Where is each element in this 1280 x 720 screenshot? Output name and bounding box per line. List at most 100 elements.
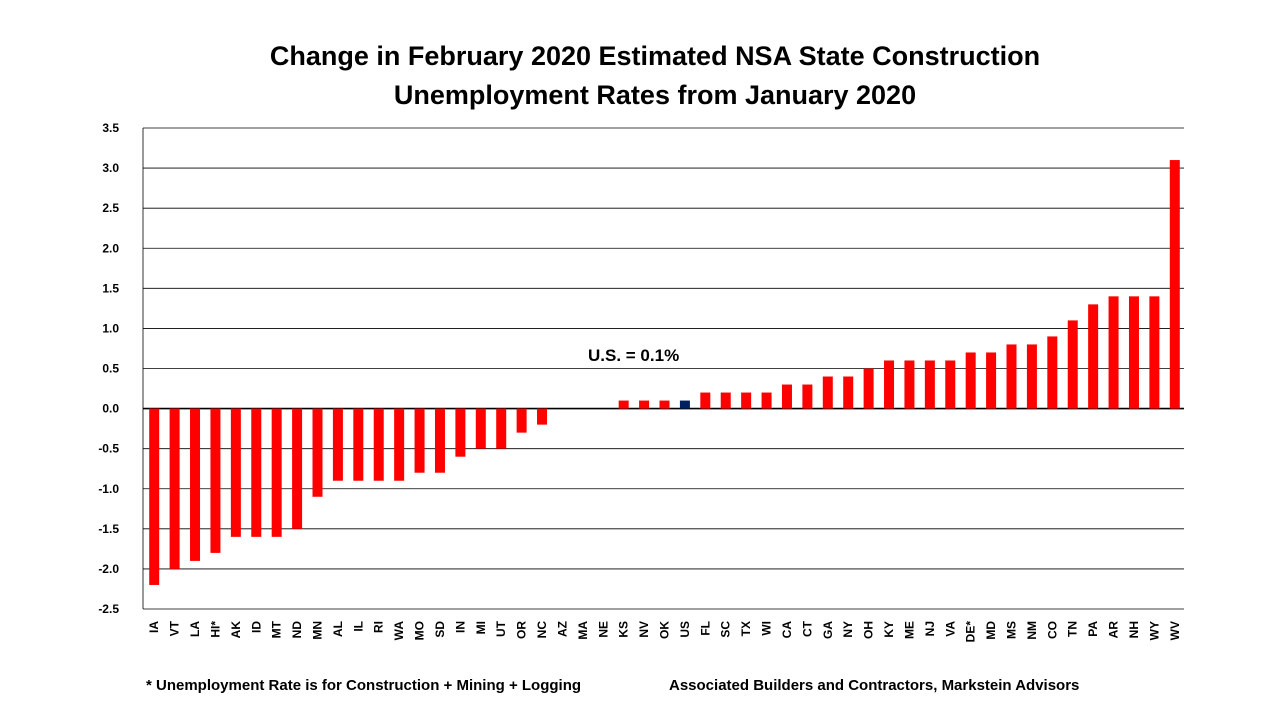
bar-wv <box>1169 160 1180 409</box>
bar-al <box>332 408 343 481</box>
bar-mt <box>271 408 282 537</box>
x-tick-label: CA <box>780 621 794 639</box>
x-tick-label: WI <box>760 621 774 636</box>
bar-wa <box>394 408 405 481</box>
bar-fl <box>700 392 711 409</box>
y-tick-label: 3.5 <box>102 121 119 135</box>
x-tick-label: ID <box>249 621 263 633</box>
bar-or <box>516 408 527 433</box>
x-tick-label: KY <box>882 621 896 638</box>
y-tick-label: -2.0 <box>98 562 119 576</box>
x-tick-label: OR <box>515 621 529 639</box>
bar-sd <box>434 408 445 473</box>
bar-ga <box>822 376 833 409</box>
source-note: Associated Builders and Contractors, Mar… <box>669 677 1079 694</box>
x-tick-label: MI <box>474 621 488 634</box>
x-tick-label: SD <box>433 621 447 638</box>
bar-ca <box>781 384 792 409</box>
y-tick-label: 0.5 <box>102 362 119 376</box>
x-tick-label: CT <box>800 620 814 637</box>
bar-ms <box>1006 344 1017 409</box>
x-tick-label: NE <box>596 621 610 638</box>
chart-title-line-2: Unemployment Rates from January 2020 <box>394 80 916 110</box>
bar-us <box>679 400 690 409</box>
y-tick-label: -1.0 <box>98 482 119 496</box>
y-tick-label: 0.0 <box>102 402 119 416</box>
y-tick-label: 2.0 <box>102 241 119 255</box>
bar-ia <box>149 408 160 585</box>
x-tick-label: RI <box>372 621 386 633</box>
us-annotation: U.S. = 0.1% <box>588 346 679 365</box>
y-tick-label: 2.5 <box>102 201 119 215</box>
x-tick-label: AK <box>229 621 243 639</box>
bar-hi <box>210 408 221 553</box>
x-tick-label: MD <box>984 621 998 640</box>
bar-nj <box>924 360 935 409</box>
bar-ri <box>373 408 384 481</box>
x-tick-label: NH <box>1127 621 1141 638</box>
bar-mn <box>312 408 323 497</box>
footnote: * Unemployment Rate is for Construction … <box>146 677 581 694</box>
bar-nh <box>1128 296 1139 409</box>
x-tick-label: NC <box>535 621 549 639</box>
x-tick-label: WA <box>392 621 406 641</box>
y-tick-label: 1.5 <box>102 281 119 295</box>
x-tick-label: GA <box>821 621 835 639</box>
bar-tx <box>741 392 752 409</box>
bar-sc <box>720 392 731 409</box>
bar-de <box>965 352 976 409</box>
bar-tn <box>1067 320 1078 409</box>
bar-ut <box>496 408 507 449</box>
x-axis-labels: IA VT LA HI* AK ID MT ND MN AL IL RI WA MO SD IN MI UT OR N… <box>147 620 1182 642</box>
x-tick-label: MA <box>576 621 590 640</box>
x-tick-label: NJ <box>923 621 937 636</box>
bar-il <box>353 408 364 481</box>
x-tick-label: WY <box>1147 621 1161 640</box>
x-tick-label: TX <box>739 621 753 636</box>
x-tick-label: OK <box>658 621 672 639</box>
bar-nm <box>1026 344 1037 409</box>
bar-id <box>251 408 262 537</box>
x-tick-label: MO <box>413 621 427 640</box>
y-tick-label: 3.0 <box>102 161 119 175</box>
bar-mo <box>414 408 425 473</box>
x-tick-label: IA <box>147 621 161 633</box>
x-tick-label: MT <box>270 620 284 638</box>
x-tick-label: NV <box>637 621 651 638</box>
bar-ks <box>618 400 629 409</box>
bar-wi <box>761 392 772 409</box>
bar-mi <box>475 408 486 449</box>
bar-vt <box>169 408 180 569</box>
y-axis-ticks: 3.5 3.0 2.5 2.0 1.5 1.0 0.5 0.0 -0.5 -1.0 -1.5 -2.0… <box>98 121 119 616</box>
x-tick-label: TN <box>1066 621 1080 637</box>
bar-co <box>1047 336 1058 409</box>
y-tick-label: -1.5 <box>98 522 119 536</box>
y-tick-label: -2.5 <box>98 602 119 616</box>
x-tick-label: NM <box>1025 621 1039 640</box>
x-tick-label: PA <box>1086 621 1100 637</box>
bar-ok <box>659 400 670 409</box>
x-tick-label: LA <box>188 621 202 637</box>
x-tick-label: MS <box>1005 621 1019 639</box>
x-tick-label: AR <box>1107 621 1121 639</box>
chart-title-line-1: Change in February 2020 Estimated NSA St… <box>270 41 1040 71</box>
bar-oh <box>863 368 874 409</box>
bar-ny <box>843 376 854 409</box>
x-tick-label: ME <box>902 621 916 639</box>
x-tick-label: VA <box>943 621 957 637</box>
y-tick-label: 1.0 <box>102 321 119 335</box>
x-tick-label: US <box>678 621 692 638</box>
x-tick-label: WV <box>1168 621 1182 640</box>
bar-me <box>904 360 915 409</box>
bar-la <box>190 408 201 561</box>
x-tick-label: IL <box>351 621 365 632</box>
x-tick-label: MN <box>311 621 325 640</box>
bar-wy <box>1149 296 1160 409</box>
bar-pa <box>1088 304 1099 409</box>
x-tick-label: HI* <box>208 621 222 638</box>
x-tick-label: OH <box>862 621 876 639</box>
x-tick-label: FL <box>698 621 712 636</box>
x-tick-label: ND <box>290 621 304 639</box>
x-tick-label: DE* <box>964 621 978 643</box>
bars <box>149 160 1180 585</box>
